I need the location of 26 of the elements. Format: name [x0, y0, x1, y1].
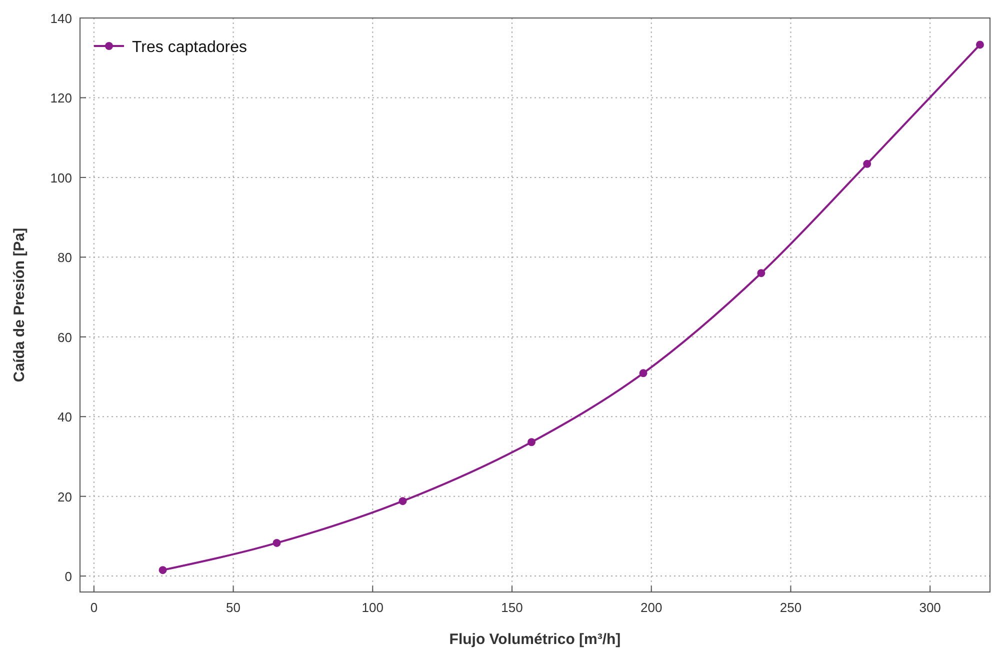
y-tick-label: 0: [64, 569, 72, 584]
x-tick-label: 250: [780, 600, 802, 615]
point: [528, 438, 536, 446]
y-axis-title: Caída de Presión [Pa]: [11, 228, 28, 382]
point: [863, 160, 872, 168]
point: [398, 497, 407, 506]
x-tick-label: 50: [226, 600, 241, 615]
y-tick-label: 140: [50, 11, 72, 26]
y-tick-label: 20: [58, 489, 72, 504]
x-axis-title: Flujo Volumétrico [m³/h]: [449, 631, 621, 648]
point: [757, 269, 766, 278]
point: [976, 40, 984, 49]
y-tick-label: 120: [50, 90, 72, 106]
x-tick-label: 300: [919, 600, 941, 615]
point: [272, 538, 281, 547]
point: [639, 369, 648, 378]
x-tick-label: 150: [501, 600, 523, 615]
y-tick-label: 80: [58, 250, 72, 266]
x-tick-label: 200: [640, 600, 662, 615]
x-tick-label: 100: [362, 600, 384, 615]
legend-label: Tres captadores: [132, 39, 248, 56]
y-tick-label: 60: [58, 330, 72, 345]
x-tick-label: 0: [90, 600, 98, 615]
y-tick-label: 100: [50, 170, 72, 186]
point: [158, 566, 167, 574]
y-tick-label: 40: [58, 410, 72, 425]
